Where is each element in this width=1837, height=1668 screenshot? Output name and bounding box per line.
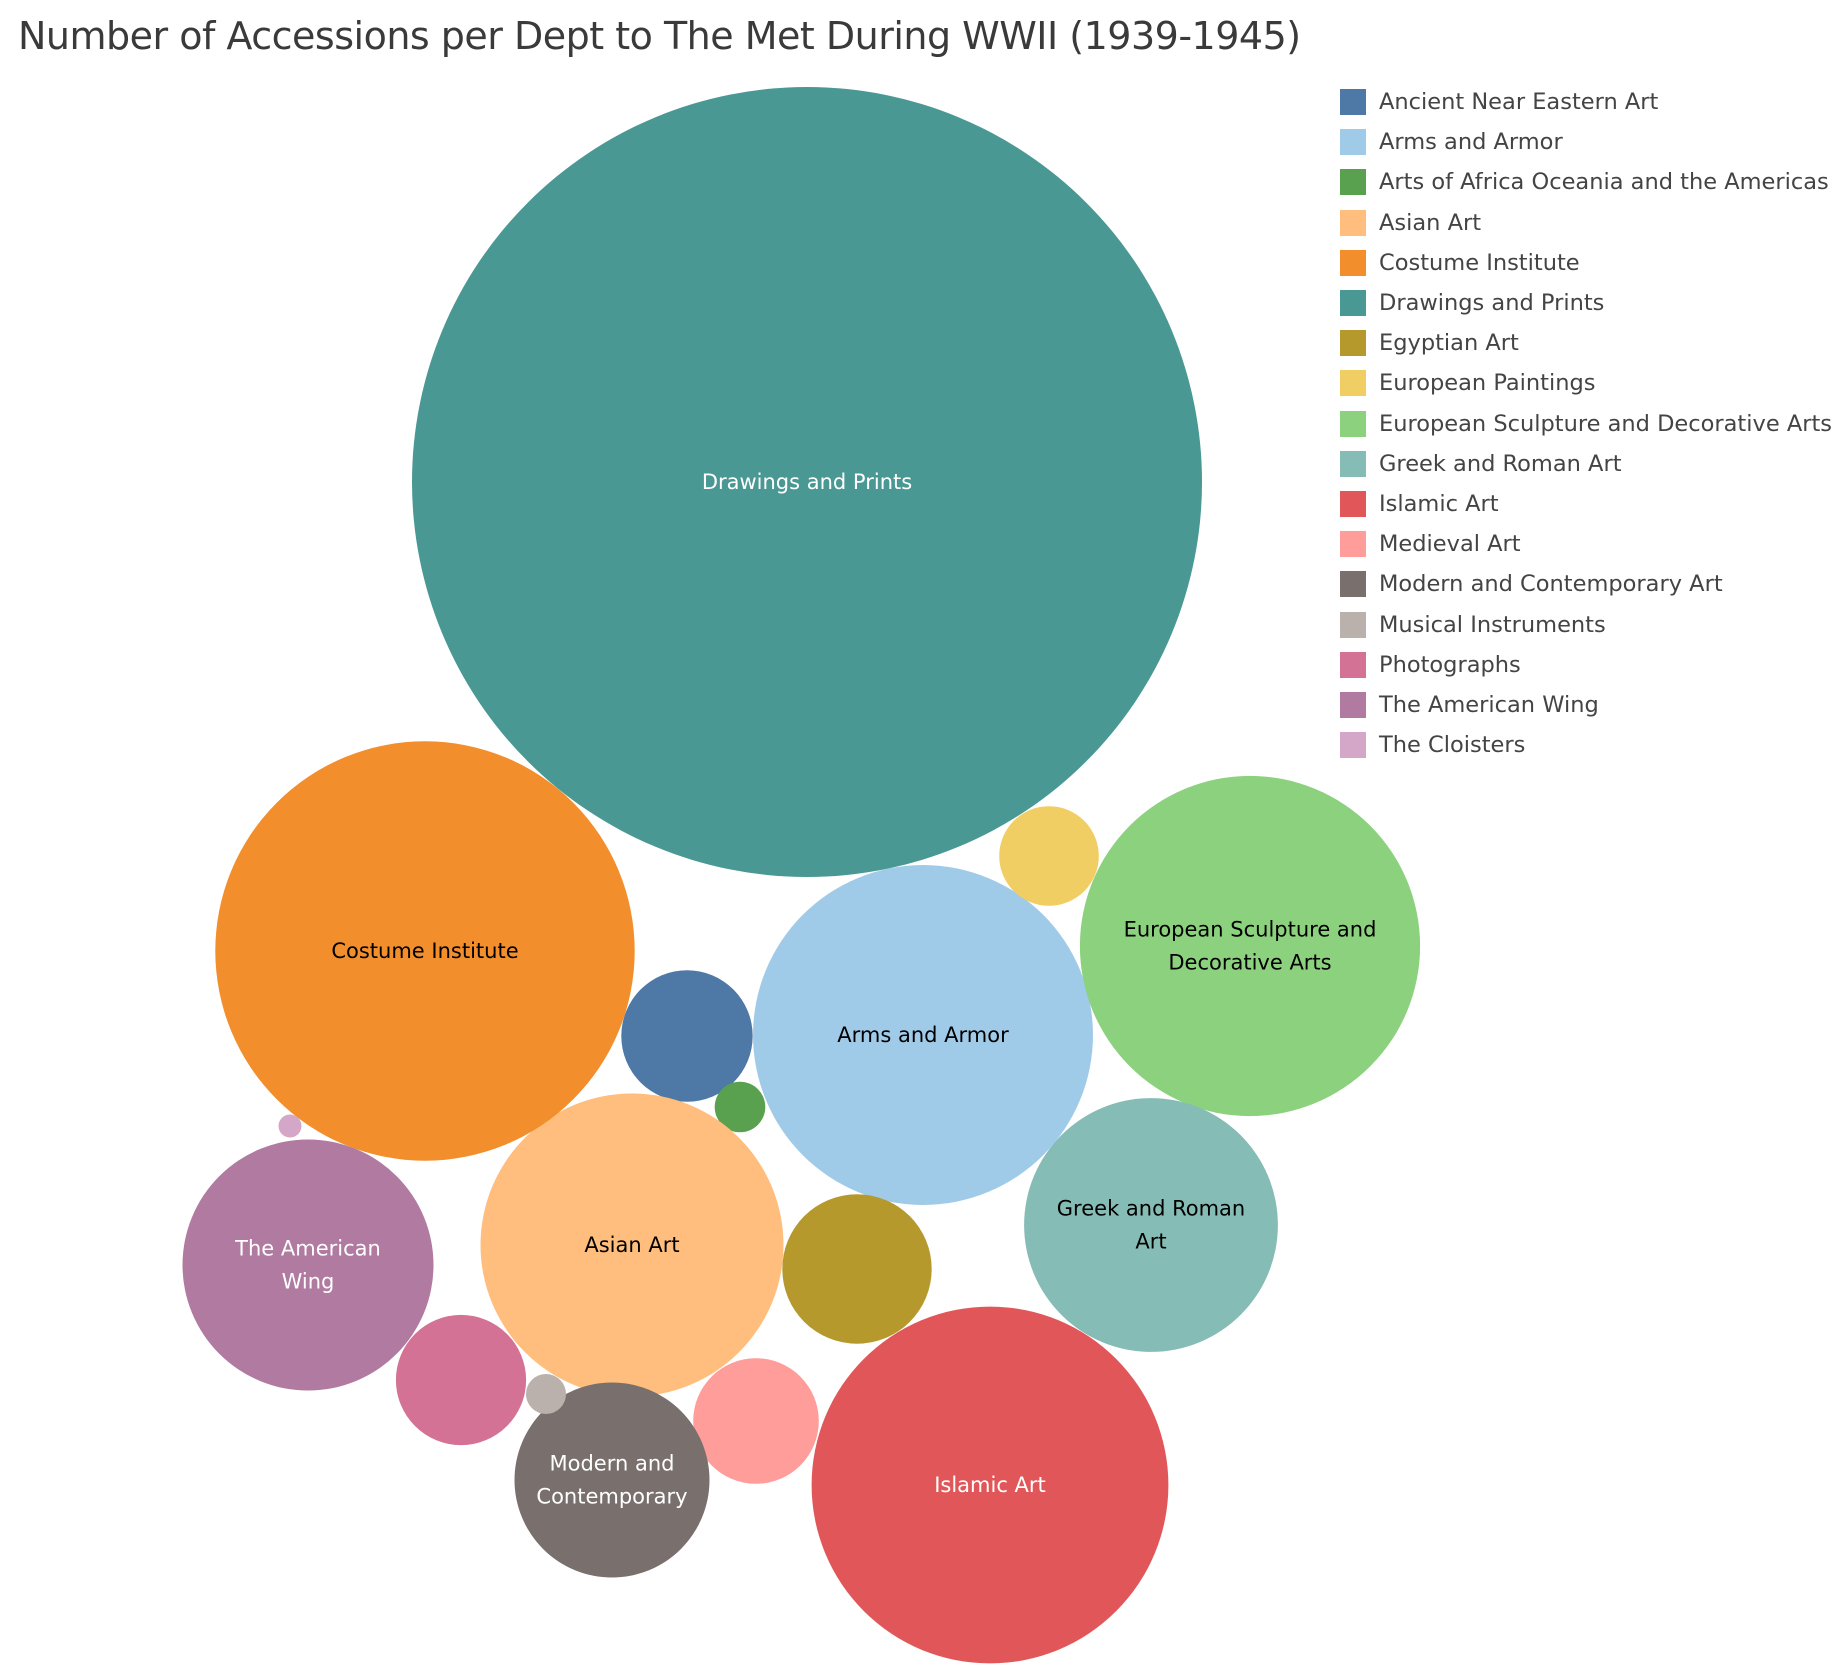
bubble-label-the-american-wing: The American: [234, 1237, 381, 1261]
bubble-label-modern-and-contemporary-art: Modern and: [550, 1452, 675, 1476]
bubble-islamic-art[interactable]: [811, 1306, 1169, 1664]
legend-swatch: [1340, 330, 1366, 357]
legend-item-medieval-art[interactable]: Medieval Art: [1340, 524, 1832, 564]
legend-swatch: [1340, 129, 1366, 156]
bubble-photographs[interactable]: [395, 1314, 527, 1446]
legend-item-photographs[interactable]: Photographs: [1340, 645, 1832, 685]
legend-item-asian-art[interactable]: Asian Art: [1340, 203, 1832, 243]
legend-label: The American Wing: [1379, 691, 1599, 718]
legend-item-islamic-art[interactable]: Islamic Art: [1340, 484, 1832, 524]
legend-swatch: [1340, 249, 1366, 276]
bubble-medieval-art[interactable]: [693, 1358, 819, 1484]
legend-label: Asian Art: [1379, 209, 1482, 236]
bubble-label-islamic-art: Islamic Art: [934, 1473, 1046, 1497]
legend-swatch: [1340, 531, 1366, 558]
legend: Ancient Near Eastern Art Arms and Armor Ar…: [1340, 82, 1832, 765]
legend-swatch: [1340, 732, 1366, 759]
bubble-modern-and-contemporary-art[interactable]: [514, 1382, 710, 1578]
legend-item-european-sculpture-and-decorative-arts[interactable]: European Sculpture and Decorative Arts: [1340, 404, 1832, 444]
bubble-label-costume-institute: Costume Institute: [331, 939, 518, 963]
bubble-label-the-american-wing: Wing: [282, 1270, 335, 1294]
legend-label: The Cloisters: [1379, 732, 1526, 759]
legend-item-ancient-near-eastern-art[interactable]: Ancient Near Eastern Art: [1340, 82, 1832, 122]
legend-swatch: [1340, 490, 1366, 517]
legend-item-modern-and-contemporary-art[interactable]: Modern and Contemporary Art: [1340, 564, 1832, 604]
legend-swatch: [1340, 290, 1366, 317]
bubble-musical-instruments[interactable]: [526, 1374, 566, 1414]
bubble-european-sculpture-and-decorative-arts[interactable]: [1079, 775, 1421, 1117]
legend-label: Egyptian Art: [1379, 330, 1519, 357]
legend-label: Greek and Roman Art: [1379, 450, 1622, 477]
bubble-costume-institute[interactable]: [215, 741, 635, 1161]
bubble-label-european-sculpture-and-decorative-arts: European Sculpture and: [1124, 918, 1377, 942]
legend-swatch: [1340, 89, 1366, 116]
legend-label: Islamic Art: [1379, 490, 1499, 517]
legend-label: European Paintings: [1379, 370, 1596, 397]
legend-label: Costume Institute: [1379, 249, 1580, 276]
chart-title: Number of Accessions per Dept to The Met…: [18, 14, 1301, 58]
legend-swatch: [1340, 169, 1366, 196]
legend-swatch: [1340, 450, 1366, 477]
legend-item-arms-and-armor[interactable]: Arms and Armor: [1340, 122, 1832, 162]
legend-swatch: [1340, 370, 1366, 397]
bubble-label-greek-and-roman-art: Greek and Roman: [1057, 1197, 1245, 1221]
bubble-label-greek-and-roman-art: Art: [1135, 1230, 1166, 1254]
legend-label: Modern and Contemporary Art: [1379, 571, 1723, 598]
bubble-label-asian-art: Asian Art: [584, 1233, 679, 1257]
bubble-ancient-near-eastern-art[interactable]: [621, 970, 753, 1102]
bubble-label-drawings-and-prints: Drawings and Prints: [702, 470, 912, 494]
bubble-label-european-sculpture-and-decorative-arts: Decorative Arts: [1168, 951, 1331, 975]
legend-swatch: [1340, 651, 1366, 678]
legend-label: European Sculpture and Decorative Arts: [1379, 410, 1832, 437]
bubble-label-modern-and-contemporary-art: Contemporary: [536, 1485, 687, 1509]
legend-item-egyptian-art[interactable]: Egyptian Art: [1340, 323, 1832, 363]
bubble-european-paintings[interactable]: [999, 806, 1099, 906]
legend-item-drawings-and-prints[interactable]: Drawings and Prints: [1340, 283, 1832, 323]
bubble-greek-and-roman-art[interactable]: [1024, 1098, 1278, 1352]
legend-item-the-cloisters[interactable]: The Cloisters: [1340, 725, 1832, 765]
bubble-arms-and-armor[interactable]: [753, 865, 1093, 1205]
bubble-label-arms-and-armor: Arms and Armor: [837, 1023, 1009, 1047]
legend-item-musical-instruments[interactable]: Musical Instruments: [1340, 604, 1832, 644]
bubble-drawings-and-prints[interactable]: [412, 87, 1202, 877]
bubble-arts-of-africa-oceania-and-the-americas[interactable]: [714, 1081, 766, 1133]
legend-label: Drawings and Prints: [1379, 290, 1605, 317]
legend-item-arts-of-africa-oceania-and-the-americas[interactable]: Arts of Africa Oceania and the Americas: [1340, 162, 1832, 202]
legend-label: Musical Instruments: [1379, 611, 1606, 638]
legend-label: Ancient Near Eastern Art: [1379, 89, 1659, 116]
legend-swatch: [1340, 209, 1366, 236]
legend-item-costume-institute[interactable]: Costume Institute: [1340, 243, 1832, 283]
legend-item-european-paintings[interactable]: European Paintings: [1340, 363, 1832, 403]
bubble-egyptian-art[interactable]: [782, 1194, 932, 1344]
legend-swatch: [1340, 571, 1366, 598]
legend-swatch: [1340, 410, 1366, 437]
bubble-the-cloisters[interactable]: [278, 1114, 302, 1138]
legend-swatch: [1340, 611, 1366, 638]
legend-label: Arts of Africa Oceania and the Americas: [1379, 169, 1829, 196]
legend-item-greek-and-roman-art[interactable]: Greek and Roman Art: [1340, 444, 1832, 484]
legend-label: Medieval Art: [1379, 531, 1521, 558]
bubble-the-american-wing[interactable]: [182, 1139, 434, 1391]
legend-item-the-american-wing[interactable]: The American Wing: [1340, 685, 1832, 725]
legend-label: Arms and Armor: [1379, 129, 1563, 156]
bubble-asian-art[interactable]: [480, 1093, 784, 1397]
legend-swatch: [1340, 691, 1366, 718]
legend-label: Photographs: [1379, 651, 1521, 678]
